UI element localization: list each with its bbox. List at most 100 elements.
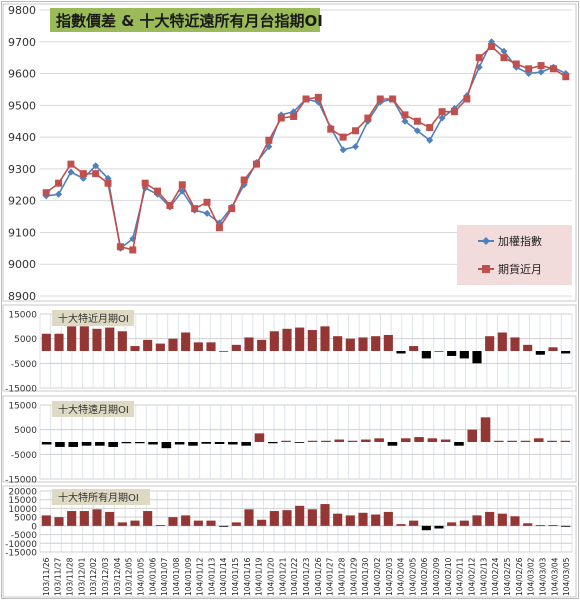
x-tick-label: 104/02/26 bbox=[515, 557, 524, 596]
x-tick-label: 104/02/05 bbox=[408, 557, 417, 596]
main-chart-panel: 8900 9000 9100 9200 9300 9400 9500 9600 9700 9800… bbox=[2, 3, 577, 303]
oi-bar bbox=[105, 511, 115, 526]
main-y-tick-label: 9100 bbox=[8, 226, 36, 239]
oi-bar bbox=[41, 333, 51, 351]
series-1-point bbox=[339, 146, 347, 154]
x-tick-label: 104/01/07 bbox=[160, 557, 169, 596]
x-tick-label: 104/03/05 bbox=[562, 557, 571, 596]
oi-bar bbox=[547, 440, 557, 442]
x-tick-label: 104/01/14 bbox=[219, 557, 228, 596]
oi-bar bbox=[79, 326, 89, 351]
oi-bar bbox=[130, 520, 140, 526]
oi-bar bbox=[440, 439, 451, 442]
x-tick-label: 104/01/16 bbox=[243, 557, 252, 596]
oi-bar bbox=[92, 328, 102, 351]
y-tick-label: -5000 bbox=[11, 451, 37, 461]
x-tick-label: 104/03/03 bbox=[538, 557, 547, 596]
series-2-point bbox=[376, 95, 384, 103]
main-title-box bbox=[50, 8, 320, 32]
oi-bar bbox=[168, 338, 178, 351]
oi-bar bbox=[459, 520, 469, 526]
series-2-point bbox=[314, 93, 322, 101]
panel-2-title: 十大特遠月期OI bbox=[58, 403, 129, 416]
series-1-point bbox=[426, 136, 434, 144]
panel-2-y-tick-labels: 15000 5000 -5000 -15000 bbox=[5, 402, 37, 486]
oi-bar bbox=[371, 336, 381, 351]
x-tick-label: 104/01/19 bbox=[255, 557, 264, 596]
oi-bar bbox=[361, 439, 371, 442]
main-y-tick-label: 9300 bbox=[8, 163, 36, 176]
x-tick-label: 104/02/10 bbox=[444, 557, 453, 596]
oi-bar bbox=[130, 346, 140, 351]
series-2-point bbox=[67, 160, 75, 168]
oi-bar bbox=[257, 519, 267, 526]
oi-bar bbox=[294, 442, 305, 443]
oi-bar bbox=[467, 429, 478, 442]
oi-bar bbox=[95, 442, 105, 446]
x-tick-label: 104/01/21 bbox=[278, 557, 287, 596]
oi-bar bbox=[219, 525, 229, 527]
series-2-point bbox=[154, 187, 162, 195]
main-series-layer bbox=[42, 38, 570, 254]
series-2-point bbox=[79, 170, 87, 178]
y-tick-label: -15000 bbox=[5, 549, 37, 559]
x-tick-label: 104/03/04 bbox=[550, 557, 559, 596]
oi-bar bbox=[193, 520, 203, 526]
oi-bar bbox=[358, 512, 368, 526]
oi-bar bbox=[485, 511, 495, 526]
oi-bar bbox=[454, 442, 464, 446]
oi-bar bbox=[472, 351, 482, 364]
series-2-point bbox=[203, 198, 211, 206]
oi-bar bbox=[155, 343, 165, 351]
panel-1-bars bbox=[41, 326, 571, 364]
x-tick-labels: 103/11/26 103/11/27 103/11/28 103/12/01 103/… bbox=[42, 557, 571, 596]
x-tick-label: 104/02/03 bbox=[385, 557, 394, 596]
x-tick-label: 104/02/06 bbox=[420, 557, 429, 596]
x-tick-label: 103/11/26 bbox=[42, 557, 51, 596]
series-2-point bbox=[339, 133, 347, 141]
oi-bar bbox=[188, 442, 198, 446]
oi-bar bbox=[485, 336, 495, 351]
main-y-tick-label: 9400 bbox=[8, 131, 36, 144]
oi-bar bbox=[282, 328, 292, 351]
oi-bar bbox=[161, 442, 172, 449]
oi-bar bbox=[497, 332, 507, 351]
oi-bar bbox=[214, 442, 225, 444]
x-tick-label: 104/01/06 bbox=[148, 557, 157, 596]
oi-bar bbox=[333, 336, 343, 351]
y-tick-label: -15000 bbox=[5, 385, 37, 395]
oi-bar bbox=[55, 442, 65, 447]
oi-bar bbox=[409, 346, 419, 351]
x-tick-label: 104/01/08 bbox=[172, 557, 181, 596]
oi-bar bbox=[254, 433, 265, 442]
series-2-point bbox=[413, 117, 421, 125]
series-1-point bbox=[537, 68, 545, 76]
oi-bar bbox=[295, 327, 305, 351]
oi-bar bbox=[219, 351, 229, 352]
x-tick-label: 104/01/26 bbox=[314, 557, 323, 596]
oi-bar bbox=[79, 511, 89, 526]
oi-bar bbox=[421, 351, 431, 359]
x-tick-label: 104/01/15 bbox=[231, 557, 240, 596]
series-2-point bbox=[463, 95, 471, 103]
oi-bar bbox=[434, 525, 444, 529]
oi-bar bbox=[257, 339, 267, 351]
oi-bar bbox=[523, 344, 533, 351]
oi-bar bbox=[387, 442, 398, 446]
series-2-point bbox=[549, 65, 557, 73]
oi-bar bbox=[105, 327, 115, 351]
oi-bar bbox=[374, 438, 384, 442]
series-2-point bbox=[240, 176, 248, 184]
x-tick-label: 104/01/09 bbox=[184, 557, 193, 596]
oi-bar bbox=[523, 523, 533, 526]
oi-bar bbox=[41, 515, 51, 526]
main-legend: 加權指數 期貨近月 bbox=[457, 225, 572, 285]
oi-bar bbox=[321, 440, 331, 442]
main-title: 指數價差 & 十大特近遠所有月台指期OI bbox=[56, 12, 323, 30]
oi-bar bbox=[560, 440, 571, 442]
series-2-point bbox=[104, 179, 112, 187]
main-y-tick-labels: 8900 9000 9100 9200 9300 9400 9500 9600 9700 9800 bbox=[8, 4, 36, 303]
oi-bar bbox=[472, 515, 482, 526]
x-tick-label: 103/12/02 bbox=[89, 557, 98, 596]
